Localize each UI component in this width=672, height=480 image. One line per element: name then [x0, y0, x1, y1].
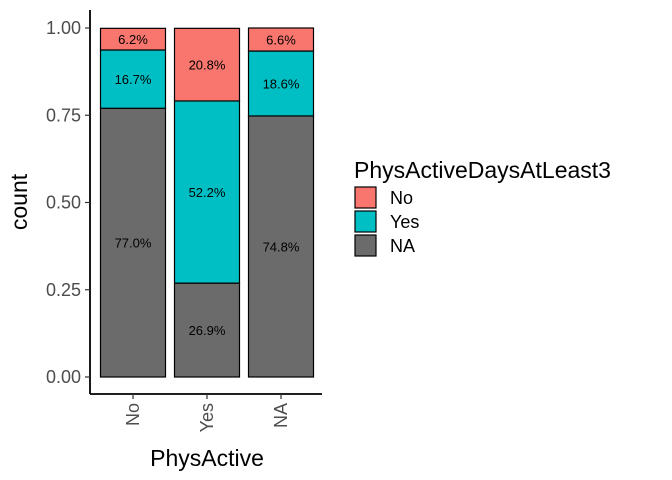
bar-label-no-no: 6.2% — [118, 32, 148, 47]
bar-segment-no-yes — [99, 49, 167, 109]
y-tick-label: 0.00 — [46, 367, 81, 387]
bar-label-na-no: 6.6% — [266, 33, 296, 48]
bars-layer — [99, 27, 315, 378]
bar-label-na-na: 74.8% — [263, 239, 300, 254]
legend: PhysActiveDaysAtLeast3 No Yes NA — [354, 157, 611, 257]
x-tick-label: Yes — [197, 403, 217, 432]
y-tick-label: 0.75 — [46, 105, 81, 125]
bar-label-yes-yes: 52.2% — [189, 185, 226, 200]
bar-segment-no-na — [99, 107, 167, 378]
x-tick-label: No — [123, 403, 143, 426]
y-tick-label: 0.50 — [46, 193, 81, 213]
bar-label-yes-na: 26.9% — [189, 323, 226, 338]
bar-segment-na-no — [247, 27, 315, 52]
legend-label-na: NA — [390, 236, 415, 256]
bar-label-na-yes: 18.6% — [263, 76, 300, 91]
y-axis-title: count — [6, 173, 32, 230]
bar-segment-na-yes — [247, 50, 315, 117]
legend-key-no — [354, 186, 377, 209]
bar-segment-yes-no — [173, 27, 241, 102]
bar-segment-yes-yes — [173, 100, 241, 284]
bar-labels-layer: 77.0% 16.7% 6.2% 26.9% 52.2% 20.8% 74.8% 18.6% 6… — [115, 32, 300, 338]
bar-label-no-na: 77.0% — [115, 236, 152, 251]
bar-label-no-yes: 16.7% — [115, 72, 152, 87]
bar-segment-yes-na — [173, 282, 241, 378]
axes-layer: 0.00 0.25 0.50 0.75 1.00 No Yes NA — [46, 10, 322, 432]
legend-entries: No Yes NA — [354, 186, 419, 257]
legend-title: PhysActiveDaysAtLeast3 — [354, 157, 611, 183]
y-tick-label: 1.00 — [46, 18, 81, 38]
legend-label-yes: Yes — [390, 212, 419, 232]
y-tick-label: 0.25 — [46, 280, 81, 300]
legend-label-no: No — [390, 188, 413, 208]
x-axis-title: PhysActive — [150, 445, 264, 471]
legend-key-na — [354, 234, 377, 257]
bar-segment-no-no — [99, 27, 167, 51]
x-tick-label: NA — [271, 403, 291, 428]
bar-label-yes-no: 20.8% — [189, 58, 226, 73]
legend-key-yes — [354, 210, 377, 233]
bar-segment-na-na — [247, 115, 315, 378]
